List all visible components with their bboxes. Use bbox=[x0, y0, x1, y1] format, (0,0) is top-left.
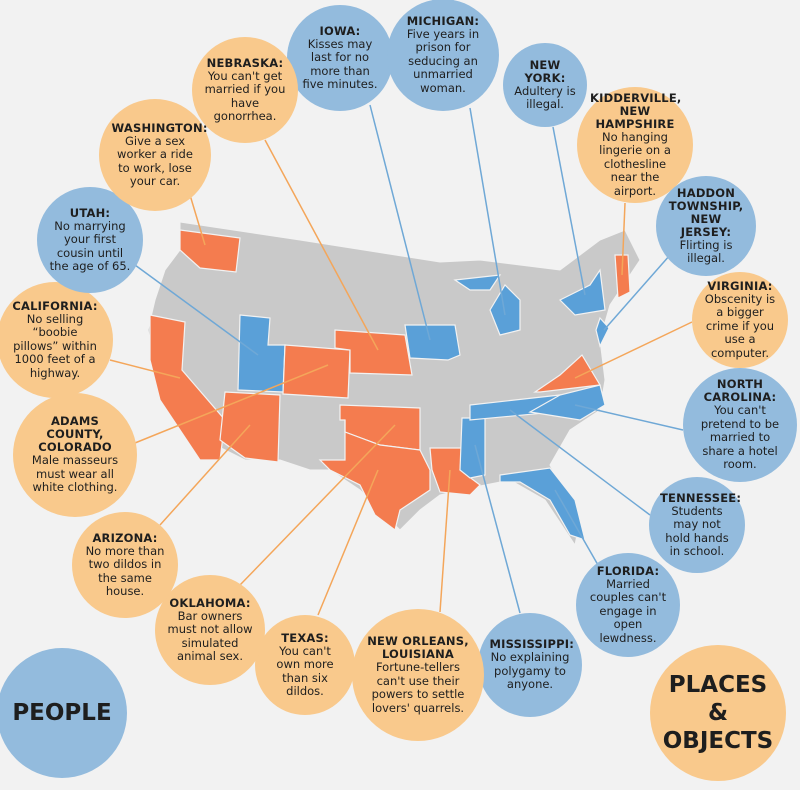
callout-text: Adultery is illegal. bbox=[514, 83, 576, 111]
callout: TEXAS: You can't own more than six dildos… bbox=[255, 615, 355, 715]
callout: NORTH CAROLINA: You can't pretend to be m… bbox=[683, 368, 797, 482]
callout-text: Male masseurs must wear all white clothi… bbox=[31, 453, 119, 495]
callout: NEW YORK: Adultery is illegal. bbox=[503, 43, 587, 127]
leader-line bbox=[474, 444, 521, 614]
callout-title: UTAH: bbox=[69, 205, 111, 220]
legend-people: PEOPLE bbox=[0, 648, 127, 778]
callout-text: No hanging lingerie on a clothesline nea… bbox=[599, 129, 671, 198]
callout-title: NEW YORK: bbox=[524, 57, 566, 85]
leader-line bbox=[574, 321, 693, 379]
state-new-york bbox=[558, 268, 606, 316]
callout: OKLAHOMA: Bar owners must not allow simul… bbox=[155, 575, 265, 685]
callout-text: Flirting is illegal. bbox=[679, 237, 733, 265]
leader-line bbox=[621, 202, 626, 276]
callout-text: Give a sex worker a ride to work, lose y… bbox=[117, 133, 193, 188]
callout: TENNESSEE: Students may not hold hands in… bbox=[649, 477, 745, 573]
callout-text: No more than two dildos in the same hous… bbox=[85, 543, 165, 598]
leader-line bbox=[574, 404, 684, 431]
callout: CALIFORNIA: No selling “boobie pillows” w… bbox=[0, 282, 113, 398]
state-new-jersey bbox=[595, 316, 610, 348]
leader-line bbox=[134, 264, 259, 356]
leader-line bbox=[239, 424, 396, 586]
callout: WASHINGTON: Give a sex worker a ride to w… bbox=[99, 99, 211, 211]
callout-title: NORTH CAROLINA: bbox=[703, 377, 777, 405]
callout-title: VIRGINIA: bbox=[707, 278, 773, 293]
state-colorado bbox=[282, 344, 351, 399]
state-new-hampshire bbox=[614, 254, 631, 299]
callout-title: MICHIGAN: bbox=[406, 13, 480, 28]
state-michigan-up bbox=[453, 274, 502, 291]
callout-title: KIDDERVILLE, NEW HAMPSHIRE bbox=[590, 90, 682, 131]
callout-text: Kisses may last for no more than five mi… bbox=[302, 36, 378, 91]
leader-line bbox=[554, 489, 599, 566]
state-iowa bbox=[404, 324, 461, 361]
legend-label: PEOPLE bbox=[12, 700, 112, 726]
leader-line bbox=[129, 364, 329, 446]
state-nebraska bbox=[334, 329, 413, 376]
callout-title: MISSISSIPPI: bbox=[489, 637, 575, 652]
callout-text: Five years in prison for seducing an unm… bbox=[406, 26, 480, 95]
callout-title: ARIZONA: bbox=[92, 530, 158, 545]
callout-title: IOWA: bbox=[319, 23, 361, 38]
callout: ADAMS COUNTY, COLORADO Male masseurs must… bbox=[13, 393, 137, 517]
legend-places: PLACES & OBJECTS bbox=[650, 645, 786, 781]
state-texas bbox=[318, 420, 431, 532]
state-arizona bbox=[219, 391, 281, 463]
state-washington bbox=[179, 229, 241, 273]
callout: VIRGINIA: Obscenity is a bigger crime if … bbox=[692, 272, 788, 368]
callout: ARIZONA: No more than two dildos in the s… bbox=[72, 512, 178, 618]
leader-line bbox=[603, 254, 671, 331]
callout-title: TEXAS: bbox=[281, 630, 329, 645]
callout-text: No selling “boobie pillows” within 1000 … bbox=[13, 311, 97, 380]
leader-line bbox=[552, 126, 586, 296]
callout: NEW ORLEANS, LOUISIANA Fortune-tellers ca… bbox=[352, 609, 484, 741]
callout: IOWA: Kisses may last for no more than fi… bbox=[287, 5, 393, 111]
callout-title: WASHINGTON: bbox=[111, 120, 208, 135]
callout-text: Married couples can't engage in open lew… bbox=[589, 576, 667, 645]
leader-line bbox=[159, 424, 251, 526]
callout-title: CALIFORNIA: bbox=[12, 298, 98, 313]
callout-text: No marrying your first cousin until the … bbox=[49, 218, 131, 273]
callout: KIDDERVILLE, NEW HAMPSHIRE No hanging lin… bbox=[577, 87, 693, 203]
callout-title: HADDON TOWNSHIP, NEW JERSEY: bbox=[668, 185, 744, 239]
callout-title: TENNESSEE: bbox=[660, 490, 742, 505]
leader-line bbox=[109, 359, 181, 379]
leader-line bbox=[264, 139, 379, 351]
callout-text: Bar owners must not allow simulated anim… bbox=[167, 608, 253, 663]
callout-title: NEBRASKA: bbox=[206, 55, 284, 70]
callout-title: FLORIDA: bbox=[596, 563, 660, 578]
state-florida bbox=[499, 467, 586, 541]
callout-text: Obscenity is a bigger crime if you use a… bbox=[704, 291, 776, 360]
leader-line bbox=[469, 107, 506, 316]
callout-text: You can't get married if you have gonorr… bbox=[204, 68, 286, 123]
callout: HADDON TOWNSHIP, NEW JERSEY: Flirting is … bbox=[656, 176, 756, 276]
legend-label: PLACES & OBJECTS bbox=[662, 672, 774, 754]
leader-line bbox=[369, 104, 431, 341]
callout: NEBRASKA: You can't get married if you ha… bbox=[192, 37, 298, 143]
callout-text: Students may not hold hands in school. bbox=[665, 503, 729, 558]
callout: MICHIGAN: Five years in prison for seduci… bbox=[387, 0, 499, 111]
callout-title: ADAMS COUNTY, COLORADO bbox=[38, 414, 112, 455]
callout-text: You can't own more than six dildos. bbox=[276, 643, 334, 698]
state-north-carolina bbox=[528, 384, 606, 421]
leader-line bbox=[509, 409, 651, 516]
state-michigan bbox=[489, 284, 521, 336]
leader-line bbox=[189, 194, 206, 246]
leader-line bbox=[317, 469, 379, 616]
callout-text: No explaining polygamy to anyone. bbox=[490, 650, 570, 692]
callout-title: NEW ORLEANS, LOUISIANA bbox=[367, 634, 469, 661]
callout-title: OKLAHOMA: bbox=[169, 595, 251, 610]
callout: MISSISSIPPI: No explaining polygamy to an… bbox=[478, 613, 582, 717]
callout-text: Fortune-tellers can't use their powers t… bbox=[371, 660, 465, 715]
callout: UTAH: No marrying your first cousin until… bbox=[37, 187, 143, 293]
callout: FLORIDA: Married couples can't engage in … bbox=[576, 553, 680, 657]
callout-text: You can't pretend to be married to share… bbox=[700, 403, 780, 472]
leader-line bbox=[439, 469, 451, 613]
state-california bbox=[149, 314, 226, 461]
